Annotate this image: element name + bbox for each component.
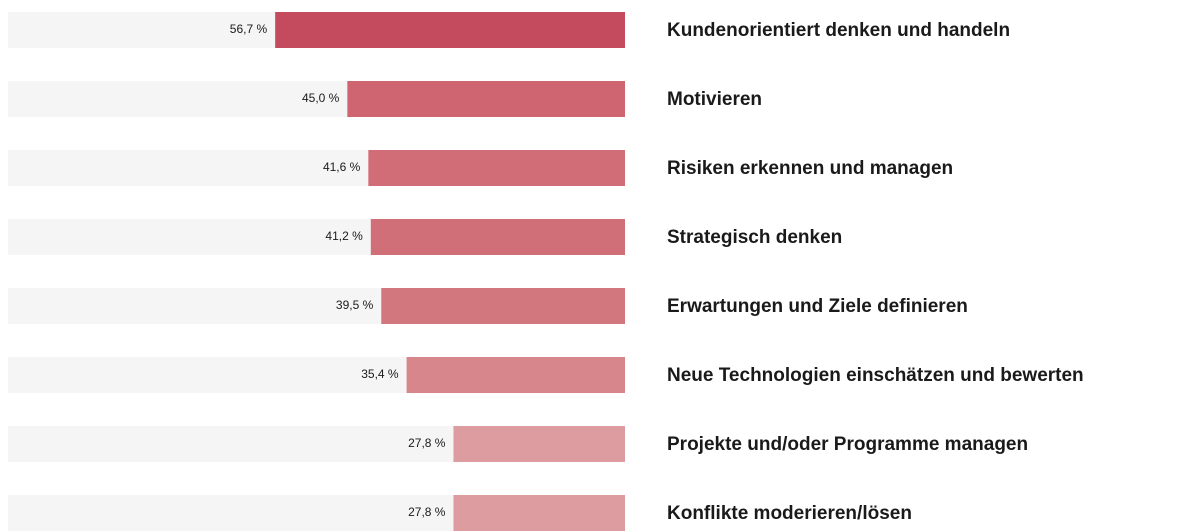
category-label: Risiken erkennen und managen — [667, 158, 953, 179]
value-label: 41,2 % — [325, 229, 363, 243]
bar — [370, 219, 625, 255]
value-label: 27,8 % — [408, 436, 446, 450]
category-label: Strategisch denken — [667, 227, 842, 248]
bar — [368, 150, 625, 186]
value-label: 27,8 % — [408, 505, 446, 519]
value-label: 45,0 % — [302, 91, 340, 105]
bar — [406, 357, 625, 393]
category-label: Konflikte moderieren/lösen — [667, 503, 912, 524]
category-label: Projekte und/oder Programme managen — [667, 434, 1028, 455]
value-label: 41,6 % — [323, 160, 361, 174]
bar — [453, 495, 625, 531]
value-label: 39,5 % — [336, 298, 374, 312]
bar — [381, 288, 625, 324]
category-label: Neue Technologien einschätzen und bewert… — [667, 365, 1084, 386]
bar — [275, 12, 625, 48]
value-label: 35,4 % — [361, 367, 399, 381]
bar — [453, 426, 625, 462]
category-label: Kundenorientiert denken und handeln — [667, 20, 1010, 41]
category-label: Motivieren — [667, 89, 762, 110]
value-label: 56,7 % — [230, 22, 268, 36]
bar — [347, 81, 625, 117]
category-label: Erwartungen und Ziele definieren — [667, 296, 968, 317]
